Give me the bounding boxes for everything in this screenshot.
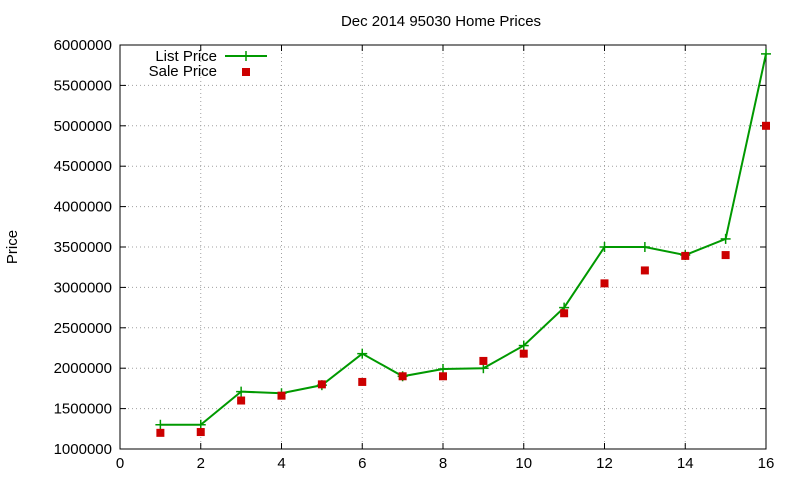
list-price-point [155, 419, 166, 430]
sale-price-point [439, 372, 447, 381]
sale-price-point [721, 251, 730, 260]
x-tick-label: 12 [596, 455, 613, 472]
x-tick-label: 10 [515, 455, 532, 472]
list-price-point [761, 48, 771, 59]
sale-price-point [560, 309, 569, 318]
x-tick-label: 6 [358, 455, 366, 472]
list-price-point [357, 348, 368, 359]
y-tick-label: 6000000 [54, 37, 112, 54]
sale-price-point [237, 396, 246, 405]
x-tick-label: 2 [197, 455, 205, 472]
y-tick-label: 5500000 [54, 77, 112, 94]
legend: List Price Sale Price [149, 48, 267, 80]
list-price-point [599, 242, 610, 252]
sale-price-point [519, 349, 528, 358]
legend-label-sale-price: Sale Price [149, 63, 217, 80]
sale-price-point [156, 428, 165, 437]
chart-title: Dec 2014 95030 Home Prices [341, 13, 541, 30]
sale-price-point [196, 428, 205, 437]
x-tick-label: 14 [677, 455, 694, 472]
y-tick-label: 1500000 [54, 401, 112, 418]
x-tick-label: 0 [116, 455, 124, 472]
sale-price-point [479, 356, 488, 365]
sale-price-point [600, 279, 609, 288]
x-tick-label: 16 [758, 455, 775, 472]
legend-label-list-price: List Price [155, 48, 217, 65]
list-price-line [160, 53, 767, 426]
legend-marker-sale-price [242, 68, 250, 76]
x-tick-label: 8 [439, 455, 447, 472]
sale-price-point [277, 391, 286, 400]
plot-area [155, 48, 771, 437]
y-tick-label: 3500000 [54, 239, 112, 256]
list-price-point [236, 386, 247, 397]
grid [120, 45, 766, 449]
list-price-point [639, 242, 650, 252]
sale-price-point [358, 377, 367, 386]
legend-marker-list-price [241, 51, 251, 61]
y-tick-label: 5000000 [54, 118, 112, 135]
x-tick-label: 4 [277, 455, 285, 472]
sale-price-point [398, 372, 407, 381]
plot-frame [119, 44, 767, 450]
list-price-point [720, 233, 731, 244]
sale-price-point [681, 251, 690, 260]
y-tick-label: 2000000 [54, 360, 112, 377]
y-tick-label: 4500000 [54, 158, 112, 175]
list-price-point [518, 340, 529, 351]
sale-price-point [762, 121, 770, 130]
legend-plus-marker [241, 51, 251, 61]
sale-price-point [317, 380, 326, 389]
y-tick-label: 3000000 [54, 279, 112, 296]
axes: 0 2 4 6 8 10 12 14 16 1000000 1500000 2000000 250000… [54, 37, 775, 472]
y-tick-label: 1000000 [54, 441, 112, 458]
y-axis-label: Price [4, 230, 21, 264]
y-tick-label: 4000000 [54, 199, 112, 216]
y-tick-label: 2500000 [54, 320, 112, 337]
sale-price-point [640, 266, 649, 275]
